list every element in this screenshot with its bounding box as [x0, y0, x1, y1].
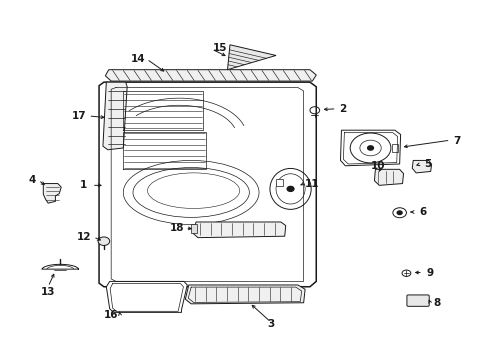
- Text: 16: 16: [104, 310, 118, 320]
- Circle shape: [286, 186, 293, 192]
- Polygon shape: [99, 82, 316, 287]
- Text: 12: 12: [77, 232, 92, 242]
- Polygon shape: [227, 45, 275, 70]
- Polygon shape: [102, 82, 127, 150]
- Text: 8: 8: [433, 298, 440, 308]
- Polygon shape: [340, 130, 400, 166]
- Text: 6: 6: [418, 207, 426, 217]
- Text: 2: 2: [338, 104, 346, 114]
- Text: 17: 17: [72, 111, 87, 121]
- Text: 9: 9: [426, 267, 432, 278]
- FancyBboxPatch shape: [406, 295, 428, 306]
- Polygon shape: [185, 285, 305, 304]
- Polygon shape: [106, 282, 187, 312]
- Circle shape: [367, 146, 373, 150]
- Text: 7: 7: [452, 136, 459, 146]
- Text: 4: 4: [29, 175, 36, 185]
- Polygon shape: [411, 161, 431, 173]
- Text: 14: 14: [130, 54, 145, 64]
- Text: 13: 13: [41, 287, 55, 297]
- Text: 18: 18: [169, 223, 183, 233]
- Text: 3: 3: [267, 319, 274, 329]
- Polygon shape: [43, 184, 61, 203]
- Circle shape: [98, 237, 109, 246]
- Polygon shape: [374, 169, 403, 185]
- Ellipse shape: [269, 168, 310, 210]
- Bar: [275, 179, 283, 186]
- Polygon shape: [193, 222, 285, 238]
- Text: 10: 10: [370, 161, 385, 171]
- Text: 15: 15: [213, 43, 227, 53]
- Circle shape: [396, 211, 401, 215]
- Bar: [391, 144, 397, 152]
- Text: 5: 5: [423, 159, 430, 169]
- Text: 11: 11: [305, 179, 319, 189]
- Bar: [191, 224, 197, 233]
- Polygon shape: [105, 70, 316, 81]
- Text: 1: 1: [80, 180, 87, 190]
